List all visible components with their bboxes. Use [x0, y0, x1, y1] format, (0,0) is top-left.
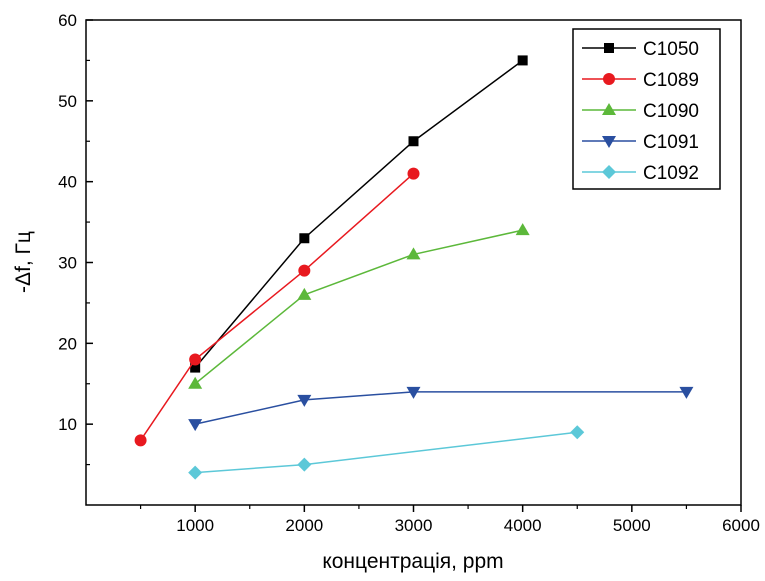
legend-box: [572, 28, 721, 190]
x-tick-label: 2000: [285, 516, 323, 535]
data-point: [297, 394, 312, 407]
data-point: [515, 223, 530, 236]
legend-item: C1090: [582, 101, 699, 122]
legend-item: C1091: [582, 132, 699, 153]
y-tick-label: 30: [58, 254, 77, 273]
x-tick-label: 3000: [395, 516, 433, 535]
y-tick-label: 60: [58, 11, 77, 30]
legend-marker: [602, 136, 616, 148]
series-line: [194, 59, 524, 369]
x-tick-label: 6000: [722, 516, 760, 535]
data-point: [188, 376, 203, 389]
series-C1091: [188, 386, 694, 432]
data-point: [299, 233, 310, 244]
legend-item: C1089: [582, 70, 699, 91]
data-point: [406, 247, 421, 260]
series-C1089: [134, 167, 420, 447]
legend-label: C1092: [643, 163, 699, 184]
legend: C1050 C1089 C1090 C1091 C1092: [572, 28, 721, 190]
x-tick-label: 5000: [613, 516, 651, 535]
y-axis-title: -Δf, Гц: [12, 231, 35, 293]
data-point: [297, 287, 312, 300]
data-point: [297, 457, 312, 472]
x-axis-title: концентрація, ppm: [322, 550, 503, 573]
y-tick-label: 40: [58, 173, 77, 192]
series-C1050: [190, 55, 528, 373]
legend-marker: [604, 43, 614, 53]
legend-marker: [603, 73, 615, 85]
series-C1092: [188, 425, 585, 480]
data-point: [134, 434, 147, 447]
series-line: [194, 229, 523, 385]
y-tick-label: 50: [58, 92, 77, 111]
x-tick-label: 1000: [176, 516, 214, 535]
data-point: [406, 386, 421, 399]
legend-label: C1050: [643, 39, 699, 60]
series-C1090: [188, 223, 530, 389]
data-point: [190, 362, 201, 373]
legend-label: C1091: [643, 132, 699, 153]
legend-marker: [602, 103, 616, 115]
data-point: [407, 167, 420, 180]
data-point: [189, 353, 202, 366]
data-point: [298, 264, 311, 277]
data-point: [517, 55, 528, 66]
x-axis: 1000 2000 3000 4000 5000 6000: [139, 505, 760, 535]
y-axis: 10 20 30 40 50 60: [58, 11, 93, 466]
data-point: [679, 386, 694, 399]
legend-marker: [602, 165, 616, 179]
y-tick-label: 10: [58, 415, 77, 434]
y-tick-label: 20: [58, 334, 77, 353]
data-point: [570, 425, 585, 440]
legend-item: C1050: [582, 39, 699, 60]
data-point: [188, 419, 203, 432]
series-group: [134, 55, 694, 480]
legend-label: C1089: [643, 70, 699, 91]
series-line: [195, 391, 687, 425]
series-line: [139, 173, 414, 441]
legend-item: C1092: [582, 163, 699, 184]
data-point: [408, 136, 419, 147]
legend-label: C1090: [643, 101, 699, 122]
data-point: [188, 465, 203, 480]
x-tick-label: 4000: [504, 516, 542, 535]
